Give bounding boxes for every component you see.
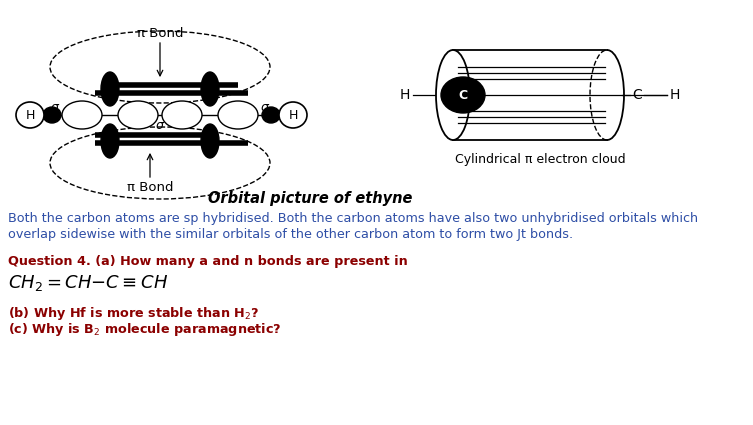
- Text: C: C: [632, 88, 642, 102]
- Text: Orbital picture of ethyne: Orbital picture of ethyne: [208, 190, 412, 206]
- Ellipse shape: [218, 101, 258, 129]
- Text: π Bond: π Bond: [137, 26, 183, 40]
- Text: C: C: [459, 88, 468, 102]
- Text: overlap sidewise with the similar orbitals of the other carbon atom to form two : overlap sidewise with the similar orbita…: [8, 227, 573, 241]
- Ellipse shape: [101, 72, 119, 106]
- Text: H: H: [26, 108, 35, 122]
- Ellipse shape: [436, 50, 470, 140]
- Text: σ: σ: [261, 100, 269, 113]
- Text: Both the carbon atoms are sp hybridised. Both the carbon atoms have also two unh: Both the carbon atoms are sp hybridised.…: [8, 212, 698, 224]
- Ellipse shape: [201, 72, 219, 106]
- Ellipse shape: [262, 107, 280, 123]
- Text: Question 4. (a) How many a and n bonds are present in: Question 4. (a) How many a and n bonds a…: [8, 255, 408, 269]
- Text: H: H: [288, 108, 297, 122]
- Text: $\mathit{CH_2{=}CH{-}C{\equiv}CH}$: $\mathit{CH_2{=}CH{-}C{\equiv}CH}$: [8, 273, 168, 293]
- Text: π Bond: π Bond: [127, 181, 173, 193]
- Text: σ: σ: [51, 100, 59, 113]
- Text: σ: σ: [156, 119, 164, 131]
- Ellipse shape: [16, 102, 44, 128]
- Text: Cylindrical π electron cloud: Cylindrical π electron cloud: [455, 153, 626, 167]
- Text: (c) Why is B$_2$ molecule paramagnetic?: (c) Why is B$_2$ molecule paramagnetic?: [8, 321, 282, 338]
- Ellipse shape: [62, 101, 102, 129]
- Ellipse shape: [43, 107, 61, 123]
- Ellipse shape: [441, 77, 485, 113]
- Ellipse shape: [101, 124, 119, 158]
- Bar: [453, 50, 608, 140]
- Ellipse shape: [279, 102, 307, 128]
- Text: H: H: [400, 88, 410, 102]
- Text: (b) Why Hf is more stable than H$_2$?: (b) Why Hf is more stable than H$_2$?: [8, 304, 259, 321]
- Text: H: H: [670, 88, 680, 102]
- Ellipse shape: [162, 101, 202, 129]
- Ellipse shape: [118, 101, 158, 129]
- Ellipse shape: [201, 124, 219, 158]
